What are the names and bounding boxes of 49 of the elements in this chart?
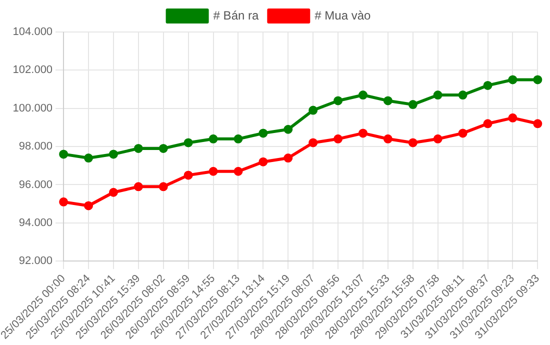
point [284,154,293,163]
point [483,119,492,128]
y-tick-label: 104.000 [12,26,53,38]
y-tick-label: 100.000 [12,102,53,114]
point [234,134,243,144]
point [108,188,118,197]
point [258,157,268,166]
point [208,166,218,176]
point [84,154,94,163]
point [358,90,368,100]
y-tick-label: 94.000 [18,216,53,229]
point [383,96,392,106]
point [59,197,68,206]
point [458,128,468,138]
point [508,75,518,84]
point [134,144,143,153]
point [408,138,418,148]
point [508,113,518,122]
point [433,134,442,144]
point [408,100,418,110]
point [84,201,94,210]
point [184,138,193,148]
point [258,128,268,138]
point [383,134,392,144]
point [158,182,168,192]
point [134,182,143,192]
point [308,138,318,148]
y-tick-label: 98.000 [18,140,53,153]
point [334,96,343,106]
legend-label: # Mua vào [314,8,372,22]
point [483,80,492,90]
y-tick-label: 96.000 [18,178,53,191]
point [284,124,293,134]
legend-label: # Bán ra [213,8,259,22]
point [208,134,218,144]
point [308,106,318,115]
y-tick-label: 102.000 [12,64,53,76]
y-tick-label: 92.000 [18,255,53,268]
point [433,90,442,100]
point [184,170,193,180]
point [158,144,168,153]
point [458,90,468,100]
point [234,166,243,176]
point [334,134,343,144]
point [108,150,118,159]
point [533,75,542,84]
point [533,119,542,128]
point [358,128,368,138]
point [59,150,68,159]
